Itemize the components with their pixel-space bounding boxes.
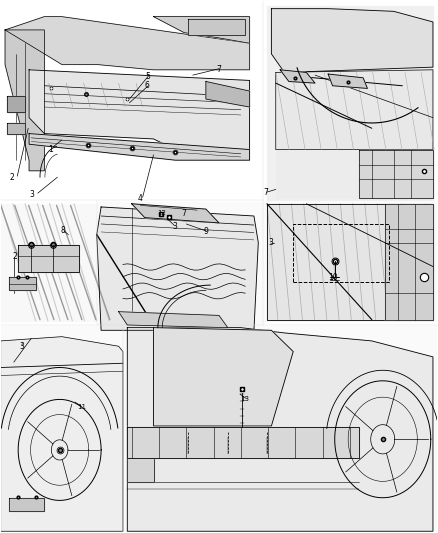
Polygon shape bbox=[29, 134, 250, 160]
Text: 11: 11 bbox=[77, 405, 86, 410]
Text: 7: 7 bbox=[216, 66, 222, 74]
Text: 13: 13 bbox=[241, 397, 250, 402]
Polygon shape bbox=[127, 427, 153, 482]
Polygon shape bbox=[123, 326, 437, 531]
Polygon shape bbox=[29, 70, 250, 150]
Text: 1: 1 bbox=[49, 145, 53, 154]
Polygon shape bbox=[153, 328, 293, 426]
Polygon shape bbox=[1, 337, 123, 531]
Text: 2: 2 bbox=[9, 173, 14, 182]
Bar bbox=[293, 224, 389, 282]
Text: 6: 6 bbox=[145, 81, 149, 90]
Polygon shape bbox=[119, 312, 228, 328]
Polygon shape bbox=[5, 30, 44, 171]
Polygon shape bbox=[263, 201, 437, 321]
Polygon shape bbox=[18, 245, 79, 272]
Polygon shape bbox=[153, 17, 250, 43]
Polygon shape bbox=[132, 204, 219, 223]
Polygon shape bbox=[1, 204, 97, 321]
Text: 7: 7 bbox=[264, 188, 268, 197]
Polygon shape bbox=[97, 207, 258, 330]
Text: 9: 9 bbox=[204, 228, 208, 237]
Polygon shape bbox=[206, 82, 250, 107]
Polygon shape bbox=[127, 328, 433, 531]
Text: 10: 10 bbox=[328, 273, 337, 281]
Polygon shape bbox=[267, 204, 433, 320]
Polygon shape bbox=[280, 70, 315, 83]
Text: 2: 2 bbox=[12, 253, 17, 261]
Polygon shape bbox=[276, 70, 433, 150]
Text: 4: 4 bbox=[138, 194, 143, 203]
Text: 3: 3 bbox=[172, 222, 177, 231]
Polygon shape bbox=[328, 74, 367, 88]
Polygon shape bbox=[7, 123, 25, 134]
Text: 12: 12 bbox=[157, 211, 166, 216]
Text: 5: 5 bbox=[146, 71, 151, 80]
Polygon shape bbox=[10, 498, 44, 511]
Polygon shape bbox=[7, 96, 25, 112]
Polygon shape bbox=[272, 9, 433, 72]
Polygon shape bbox=[127, 427, 359, 458]
Text: 3: 3 bbox=[30, 190, 35, 199]
Polygon shape bbox=[97, 201, 263, 335]
Polygon shape bbox=[188, 19, 245, 35]
Polygon shape bbox=[10, 277, 35, 290]
Polygon shape bbox=[267, 6, 433, 200]
Polygon shape bbox=[359, 150, 433, 198]
Text: 3: 3 bbox=[268, 238, 273, 247]
Polygon shape bbox=[5, 17, 250, 70]
Polygon shape bbox=[1, 326, 123, 531]
Text: 3: 3 bbox=[19, 342, 24, 351]
Text: 7: 7 bbox=[182, 209, 187, 218]
Polygon shape bbox=[385, 204, 433, 320]
Text: 8: 8 bbox=[60, 226, 65, 235]
Polygon shape bbox=[276, 150, 433, 198]
